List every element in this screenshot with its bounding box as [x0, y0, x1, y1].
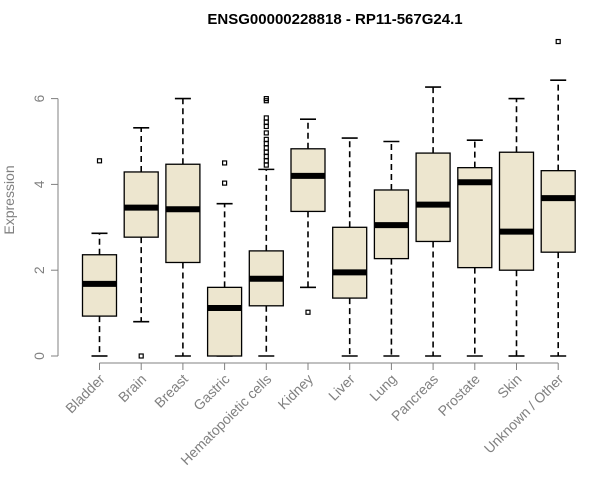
outlier-brain-0	[138, 353, 144, 359]
box-prostate	[457, 139, 493, 357]
box-kidney	[290, 118, 326, 315]
outlier-hematopoietic-cells-10	[263, 115, 269, 121]
box-brain	[123, 126, 159, 359]
x-tick-label-prostate: Prostate	[435, 371, 483, 419]
outlier-hematopoietic-cells-9	[263, 119, 269, 125]
outlier-hematopoietic-cells-8	[263, 123, 269, 130]
x-tick-label-lung: Lung	[366, 371, 399, 404]
box-breast	[165, 97, 201, 357]
box-pancreas	[415, 86, 451, 357]
outlier-hematopoietic-cells-5	[263, 141, 269, 147]
box-gastric	[206, 160, 243, 357]
x-tick-label-unknown-other: Unknown / Other	[481, 371, 567, 457]
box-bladder	[81, 158, 118, 357]
outlier-kidney-0	[305, 309, 311, 315]
y-tick-label-0: 0	[31, 352, 47, 360]
x-tick-label-breast: Breast	[151, 371, 191, 411]
outlier-unknown-other-0	[555, 38, 561, 45]
box-liver	[332, 137, 368, 357]
box-series	[81, 38, 576, 359]
outlier-hematopoietic-cells-6	[263, 136, 269, 142]
outlier-hematopoietic-cells-0	[263, 162, 269, 168]
x-tick-label-skin: Skin	[494, 371, 525, 402]
box-hematopoietic-cells	[248, 95, 284, 357]
x-tick-label-kidney: Kidney	[275, 371, 317, 413]
chart-title: ENSG00000228818 - RP11-567G24.1	[207, 11, 462, 28]
box-rect-gastric	[206, 286, 243, 357]
axes: 0 2 4 6	[31, 94, 559, 370]
box-rect-brain	[123, 171, 159, 238]
box-skin	[498, 97, 535, 357]
outlier-hematopoietic-cells-1	[263, 158, 269, 164]
outlier-hematopoietic-cells-4	[263, 145, 269, 151]
outlier-hematopoietic-cells-7	[263, 130, 269, 136]
box-rect-liver	[332, 226, 368, 299]
y-axis-label: Expression	[1, 165, 17, 234]
outlier-hematopoietic-cells-12	[263, 95, 269, 102]
box-unknown-other	[540, 38, 576, 357]
y-tick-label-2: 2	[31, 266, 47, 274]
outlier-gastric-1	[222, 160, 228, 166]
box-lung	[373, 140, 410, 357]
x-tick-label-bladder: Bladder	[62, 371, 108, 417]
box-rect-skin	[498, 151, 535, 271]
y-tick-label-4: 4	[31, 180, 47, 188]
x-tick-label-brain: Brain	[115, 371, 149, 405]
y-tick-label-6: 6	[31, 94, 47, 102]
box-rect-unknown-other	[540, 170, 576, 253]
box-rect-pancreas	[415, 152, 451, 243]
outlier-hematopoietic-cells-2	[263, 153, 269, 160]
outlier-gastric-0	[222, 180, 228, 186]
outlier-hematopoietic-cells-3	[263, 149, 269, 155]
x-tick-label-liver: Liver	[325, 371, 358, 404]
outlier-bladder-0	[96, 158, 103, 164]
box-rect-breast	[165, 163, 201, 264]
box-rect-kidney	[290, 148, 326, 213]
